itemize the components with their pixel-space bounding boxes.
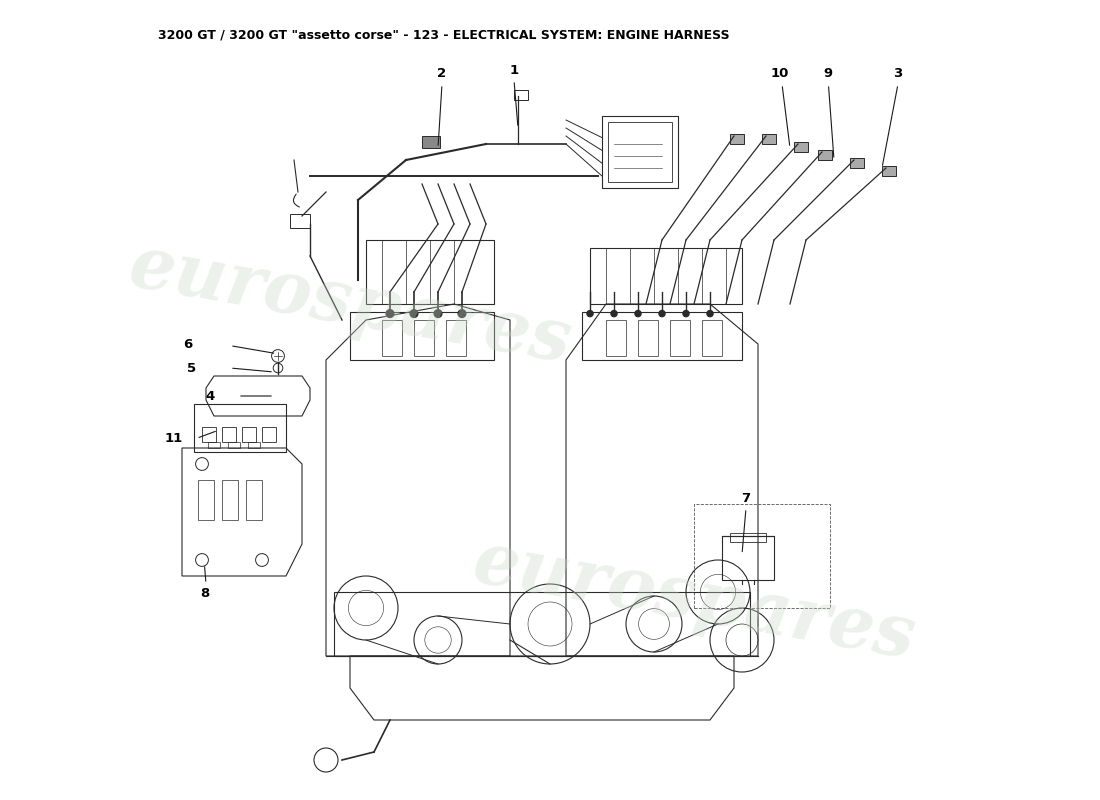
Bar — [818, 150, 833, 160]
Bar — [638, 320, 658, 356]
Text: 9: 9 — [823, 67, 833, 80]
Bar — [242, 427, 256, 442]
Bar — [194, 404, 286, 452]
Bar — [882, 166, 896, 176]
Bar — [514, 90, 528, 100]
Bar — [222, 480, 238, 520]
Bar — [422, 136, 440, 148]
Text: 10: 10 — [770, 67, 789, 80]
Bar — [202, 427, 217, 442]
Text: 3200 GT / 3200 GT "assetto corse" - 123 - ELECTRICAL SYSTEM: ENGINE HARNESS: 3200 GT / 3200 GT "assetto corse" - 123 … — [158, 28, 729, 41]
Bar — [350, 312, 494, 360]
Bar — [590, 248, 742, 304]
Text: 1: 1 — [509, 64, 518, 77]
Bar — [602, 116, 678, 188]
Bar — [246, 480, 262, 520]
Circle shape — [458, 310, 466, 318]
Bar — [702, 320, 722, 356]
Circle shape — [410, 310, 418, 318]
Bar — [262, 427, 276, 442]
Bar — [694, 504, 830, 608]
Text: 7: 7 — [741, 492, 750, 505]
Bar — [794, 142, 808, 152]
Circle shape — [683, 310, 690, 317]
Bar — [446, 320, 466, 356]
Circle shape — [635, 310, 641, 317]
Text: eurospares: eurospares — [468, 526, 921, 674]
Bar — [582, 312, 742, 360]
Text: 6: 6 — [183, 338, 192, 350]
Bar — [850, 158, 865, 168]
Bar — [334, 592, 750, 656]
Circle shape — [659, 310, 666, 317]
Circle shape — [434, 310, 442, 318]
Text: 4: 4 — [206, 390, 214, 402]
Bar — [290, 214, 310, 228]
Text: 11: 11 — [165, 432, 183, 445]
Bar — [198, 480, 214, 520]
Text: 2: 2 — [438, 67, 447, 80]
Text: 3: 3 — [893, 67, 903, 80]
Bar — [382, 320, 402, 356]
Bar — [228, 442, 240, 448]
Text: eurospares: eurospares — [123, 230, 576, 378]
Bar — [670, 320, 690, 356]
Bar — [414, 320, 435, 356]
Bar — [607, 122, 672, 182]
Circle shape — [610, 310, 617, 317]
Bar — [722, 536, 774, 580]
Text: 8: 8 — [200, 587, 209, 600]
Bar — [222, 427, 236, 442]
Bar — [730, 134, 745, 144]
Bar — [366, 240, 494, 304]
Bar — [208, 442, 220, 448]
Bar — [606, 320, 626, 356]
Circle shape — [586, 310, 593, 317]
Text: 5: 5 — [187, 362, 196, 374]
Circle shape — [386, 310, 394, 318]
Bar — [762, 134, 777, 144]
Bar — [730, 533, 766, 542]
Circle shape — [707, 310, 713, 317]
Bar — [248, 442, 260, 448]
